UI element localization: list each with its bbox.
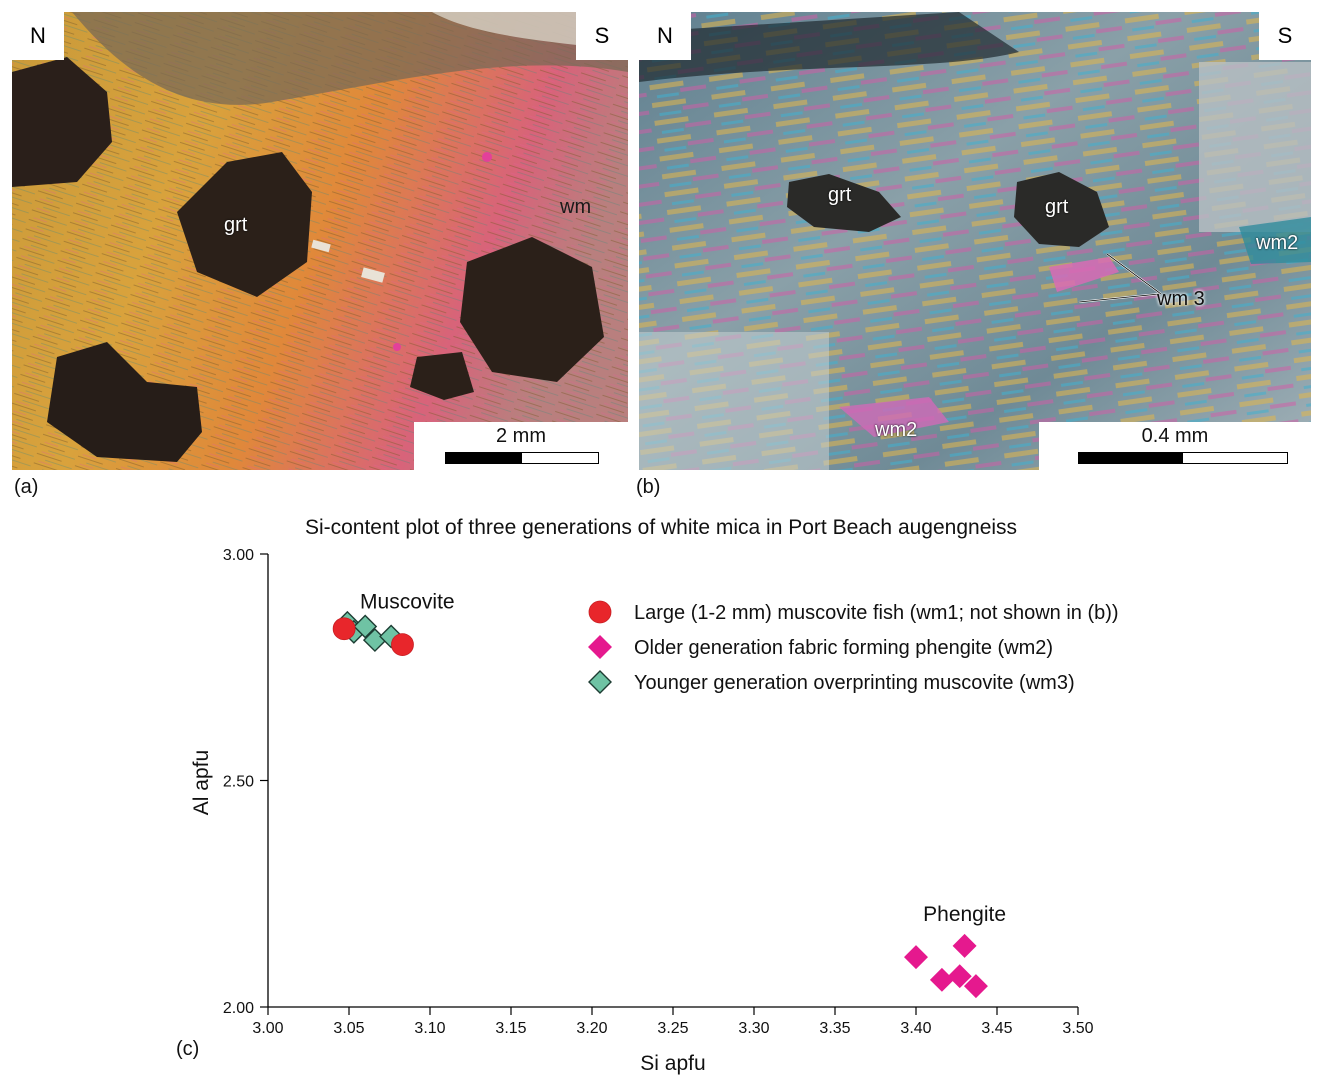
data-point-wm2 — [947, 964, 972, 989]
x-tick-label: 3.30 — [738, 1020, 769, 1037]
panel-letter-b: (b) — [636, 476, 661, 498]
panel-letter-c: (c) — [176, 1038, 200, 1060]
x-tick-label: 3.45 — [981, 1020, 1012, 1037]
x-axis-label: Si apfu — [640, 1052, 705, 1075]
legend-marker — [588, 600, 612, 624]
y-tick-label: 2.00 — [223, 1000, 254, 1017]
chart-title: Si-content plot of three generations of … — [304, 516, 1018, 539]
micrograph-a: N S grt wm 2 mm — [12, 12, 628, 470]
y-axis-label: Al apfu — [190, 750, 213, 815]
data-point-wm2 — [929, 967, 954, 992]
data-point-wm1 — [332, 617, 356, 641]
wm3-label: wm 3 — [1157, 288, 1205, 310]
data-point-wm2 — [904, 945, 928, 970]
south-label: S — [1259, 12, 1311, 60]
legend-marker — [588, 670, 612, 694]
legend-label: Large (1-2 mm) muscovite fish (wm1; not … — [634, 602, 1119, 624]
x-tick-label: 3.40 — [900, 1020, 931, 1037]
scale-bar-label: 0.4 mm — [1141, 425, 1209, 447]
white-mica-label: wm — [560, 196, 592, 218]
garnet-label-1: grt — [828, 184, 852, 206]
legend-marker — [588, 635, 612, 659]
chart-points — [332, 610, 988, 999]
panel-letter-a: (a) — [14, 476, 39, 498]
north-label: N — [12, 12, 64, 60]
wm2-label-bottom: wm2 — [875, 419, 918, 441]
chart-annotation: Muscovite — [360, 590, 455, 613]
data-point-wm1 — [391, 633, 414, 656]
micrograph-b-image — [639, 12, 1311, 470]
chart-annotations: Muscovite Phengite — [360, 590, 1006, 926]
chart-legend: Large (1-2 mm) muscovite fish (wm1; not … — [588, 600, 1119, 694]
data-point-wm2 — [963, 974, 988, 999]
chart-axes: 3.00 3.05 3.10 3.15 3.20 3.25 3.30 3.35 3.40 3.45… — [190, 547, 1094, 1075]
data-point-wm3 — [353, 614, 378, 639]
scale-bar-label: 2 mm — [496, 425, 546, 447]
scale-bar-b: 0.4 mm — [1039, 422, 1311, 470]
scale-bar-a: 2 mm — [414, 422, 628, 470]
x-tick-label: 3.50 — [1062, 1020, 1093, 1037]
chart-annotation: Phengite — [923, 903, 1006, 926]
legend-label: Younger generation overprinting muscovit… — [634, 672, 1075, 694]
data-point-wm2 — [952, 933, 977, 958]
x-tick-label: 3.35 — [819, 1020, 850, 1037]
scale-bar-graphic — [445, 452, 599, 464]
micrograph-b: N S grt grt wm2 wm 3 wm2 0.4 mm — [639, 12, 1311, 470]
y-tick-label: 3.00 — [223, 547, 254, 564]
north-label: N — [639, 12, 691, 60]
scale-bar-graphic — [1078, 452, 1288, 464]
garnet-label-2: grt — [1045, 196, 1069, 218]
x-tick-label: 3.00 — [252, 1020, 283, 1037]
legend-label: Older generation fabric forming phengite… — [634, 637, 1053, 659]
x-tick-label: 3.25 — [657, 1020, 688, 1037]
x-tick-label: 3.10 — [414, 1020, 445, 1037]
garnet-label: grt — [224, 214, 248, 236]
y-tick-label: 2.50 — [223, 774, 254, 791]
micrograph-a-image — [12, 12, 628, 470]
wm2-label-right: wm2 — [1256, 232, 1299, 254]
south-label: S — [576, 12, 628, 60]
x-tick-label: 3.20 — [576, 1020, 607, 1037]
x-tick-label: 3.05 — [333, 1020, 364, 1037]
x-tick-label: 3.15 — [495, 1020, 526, 1037]
